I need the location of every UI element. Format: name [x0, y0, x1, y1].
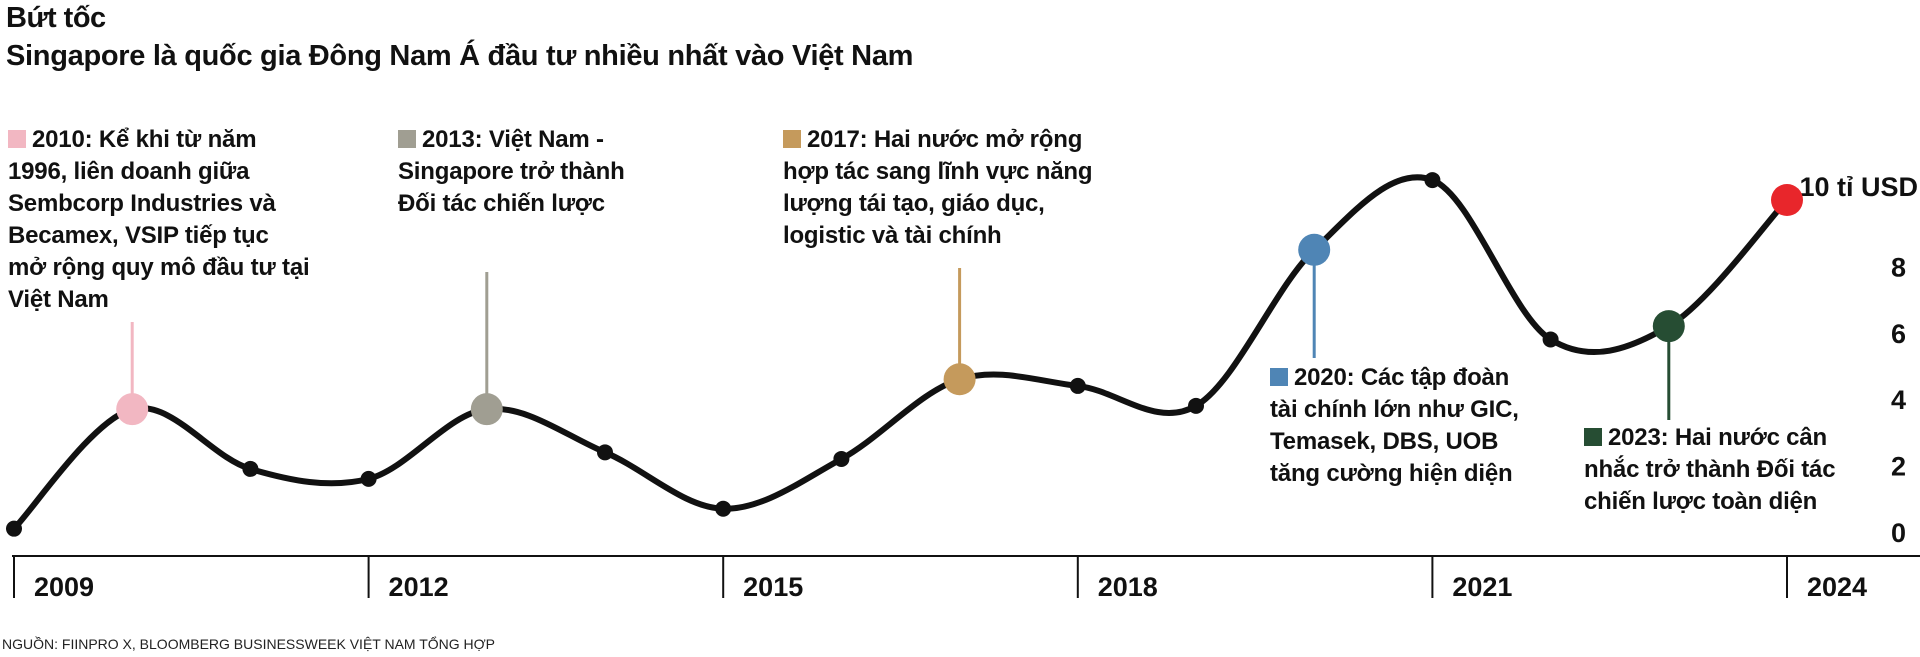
- series-line: [11, 174, 1790, 532]
- highlight-point-2010: [116, 393, 149, 426]
- annotation-line: lượng tái tạo, giáo dục,: [783, 190, 1045, 217]
- y-tick-label: 0: [1891, 518, 1906, 548]
- data-point: [597, 444, 613, 461]
- data-point: [715, 500, 732, 517]
- annotation-line: 2023: Hai nước cân: [1608, 424, 1827, 451]
- legend-square-2010: [8, 130, 26, 148]
- x-tick-label: 2015: [743, 572, 803, 602]
- highlight-point-2013: [470, 393, 503, 426]
- x-tick-label: 2021: [1452, 572, 1512, 602]
- annotation-line: tăng cường hiện diện: [1270, 460, 1513, 487]
- y-tick-label: 4: [1891, 385, 1906, 415]
- annotation-line: Singapore trở thành: [398, 158, 625, 185]
- annotation-line: Đối tác chiến lược: [398, 190, 605, 217]
- annotation-line: 2017: Hai nước mở rộng: [807, 126, 1083, 153]
- y-tick-label: 6: [1891, 319, 1906, 349]
- x-tick-label: 2024: [1807, 572, 1867, 602]
- annotation-2023: 2023: Hai nước cân nhắc trở thành Đối tá…: [1584, 422, 1884, 518]
- data-point: [1069, 377, 1086, 394]
- highlight-point-2020: [1298, 233, 1331, 266]
- data-point: [1424, 172, 1441, 189]
- legend-square-2013: [398, 130, 416, 148]
- x-tick-label: 2009: [34, 572, 94, 602]
- chart-subtitle: Singapore là quốc gia Đông Nam Á đầu tư …: [6, 40, 914, 72]
- annotation-line: Việt Nam: [8, 286, 109, 313]
- annotation-2013: 2013: Việt Nam - Singapore trở thành Đối…: [398, 124, 698, 220]
- annotation-line: Temasek, DBS, UOB: [1270, 428, 1499, 455]
- y-unit-label: 10 tỉ USD: [1799, 172, 1918, 202]
- annotation-line: hợp tác sang lĩnh vực năng: [783, 158, 1093, 185]
- annotation-line: Becamex, VSIP tiếp tục: [8, 222, 269, 249]
- annotation-line: 2013: Việt Nam -: [422, 126, 604, 153]
- legend-square-2017: [783, 130, 801, 148]
- annotation-2020: 2020: Các tập đoàn tài chính lớn như GIC…: [1270, 362, 1570, 490]
- annotation-2017: 2017: Hai nước mở rộng hợp tác sang lĩnh…: [783, 124, 1123, 252]
- legend-square-2023: [1584, 428, 1602, 446]
- annotation-2010: 2010: Kể khi từ năm 1996, liên doanh giữ…: [8, 124, 348, 316]
- annotation-line: tài chính lớn như GIC,: [1270, 396, 1519, 423]
- data-point: [1542, 331, 1559, 348]
- y-tick-label: 8: [1891, 252, 1906, 282]
- annotation-line: 2010: Kể khi từ năm: [32, 126, 257, 153]
- highlight-point-2024: [1771, 184, 1803, 216]
- source-note: NGUỒN: FIINPRO X, BLOOMBERG BUSINESSWEEK…: [2, 636, 496, 652]
- y-tick-label: 2: [1891, 452, 1906, 482]
- data-point: [833, 450, 850, 467]
- x-tick-label: 2012: [389, 572, 449, 602]
- annotation-line: nhắc trở thành Đối tác: [1584, 456, 1836, 483]
- data-point: [1188, 397, 1204, 414]
- annotation-line: Sembcorp Industries và: [8, 190, 276, 217]
- legend-square-2020: [1270, 368, 1288, 386]
- annotation-line: chiến lược toàn diện: [1584, 488, 1818, 515]
- highlight-point-2023: [1652, 310, 1685, 343]
- annotation-line: mở rộng quy mô đầu tư tại: [8, 254, 310, 281]
- annotation-line: logistic và tài chính: [783, 222, 1002, 249]
- annotation-line: 1996, liên doanh giữa: [8, 158, 250, 185]
- data-point: [360, 470, 377, 487]
- annotation-line: 2020: Các tập đoàn: [1294, 364, 1510, 391]
- x-tick-label: 2018: [1098, 572, 1158, 602]
- data-point: [242, 460, 259, 477]
- chart-title: Bứt tốc: [6, 2, 106, 34]
- highlight-point-2017: [943, 363, 976, 396]
- data-point: [6, 520, 22, 537]
